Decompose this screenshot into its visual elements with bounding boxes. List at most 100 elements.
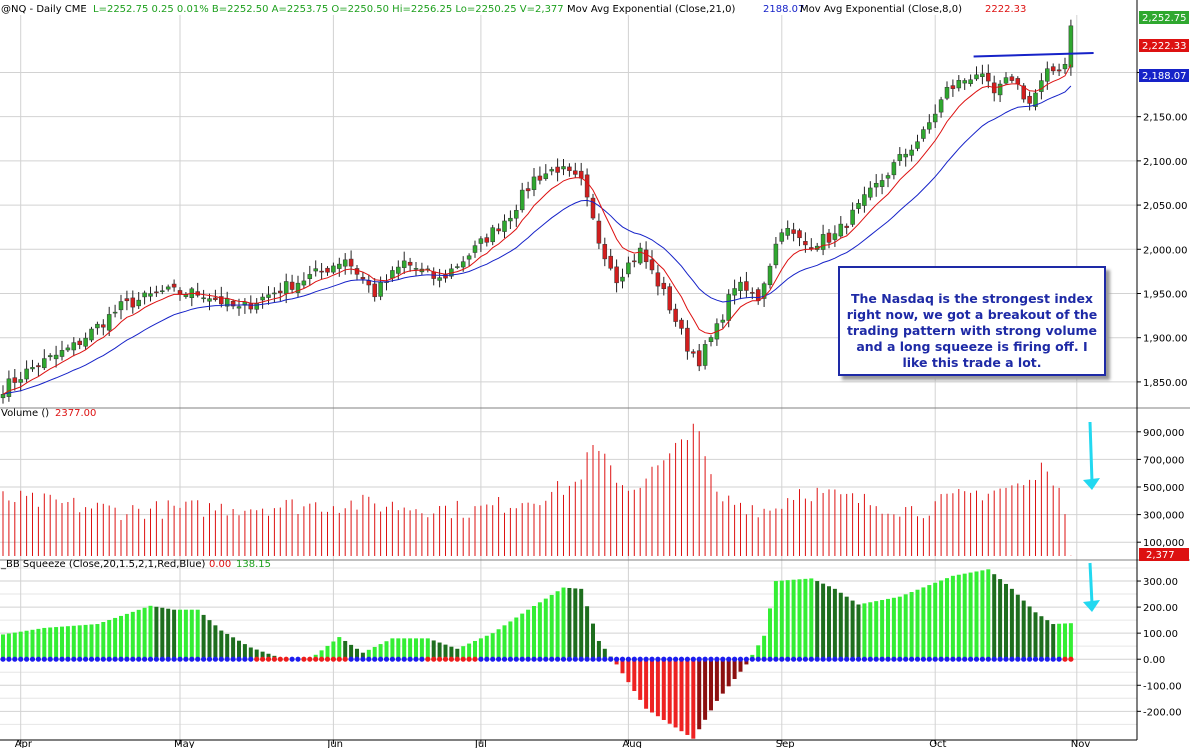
squeeze-dot-blue bbox=[944, 656, 950, 662]
squeeze-bar-positive bbox=[36, 628, 41, 660]
squeeze-bar-positive bbox=[1021, 600, 1026, 660]
volume-tag: 2,377 bbox=[1146, 550, 1175, 561]
squeeze-dot-blue bbox=[354, 656, 360, 662]
squeeze-dot-blue bbox=[773, 656, 779, 662]
candle-up bbox=[89, 328, 94, 341]
candle-up bbox=[761, 283, 767, 299]
candle-up bbox=[862, 194, 867, 206]
cyan-arrow-head bbox=[1083, 478, 1100, 490]
squeeze-bar-positive bbox=[12, 632, 17, 660]
candle-up bbox=[956, 80, 962, 89]
candle-down bbox=[407, 261, 413, 266]
squeeze-bar-positive bbox=[437, 642, 442, 660]
squeeze-bar-positive bbox=[443, 644, 448, 660]
squeeze-bar-positive bbox=[101, 622, 106, 660]
squeeze-bar-positive bbox=[130, 611, 135, 660]
candle-down bbox=[596, 220, 602, 244]
squeeze-dot-blue bbox=[625, 656, 632, 662]
candle-up bbox=[148, 293, 153, 297]
candle-up bbox=[997, 83, 1003, 96]
candle-down bbox=[679, 319, 684, 329]
volume-tag-box bbox=[1139, 548, 1189, 561]
squeeze-bar-positive bbox=[160, 607, 165, 660]
squeeze-bar-positive bbox=[773, 581, 778, 660]
squeeze-bar-positive bbox=[762, 635, 767, 660]
ema8-label: Mov Avg Exponential (Close,8,0) bbox=[800, 4, 962, 15]
candle-up bbox=[921, 129, 926, 139]
squeeze-dot-blue bbox=[566, 656, 573, 662]
squeeze-dot-blue bbox=[673, 656, 679, 662]
squeeze-bar-positive bbox=[1015, 594, 1020, 660]
squeeze-dot-blue bbox=[413, 656, 419, 662]
squeeze-tick-label: -200.00 bbox=[1143, 707, 1182, 718]
squeeze-dot-blue bbox=[183, 656, 189, 662]
annotation-text: The Nasdaq is the strongest index right … bbox=[846, 291, 1098, 370]
squeeze-dot-blue bbox=[938, 656, 944, 662]
month-tick-label: Sep bbox=[776, 739, 795, 748]
squeeze-dot-blue bbox=[549, 656, 555, 662]
squeeze-bar-positive bbox=[231, 637, 236, 660]
candle-down bbox=[354, 268, 360, 275]
squeeze-dot-red bbox=[1062, 656, 1068, 662]
squeeze-bar-positive bbox=[372, 646, 377, 660]
candle-down bbox=[130, 297, 136, 308]
squeeze-bar-positive bbox=[585, 606, 590, 660]
candle-down bbox=[348, 258, 354, 267]
candle-up bbox=[708, 337, 714, 342]
squeeze-bar-positive bbox=[520, 613, 525, 660]
squeeze-bar-positive bbox=[189, 609, 194, 660]
squeeze-bar-negative bbox=[738, 659, 743, 672]
squeeze-dot-blue bbox=[189, 656, 195, 662]
candle-up bbox=[283, 281, 289, 294]
squeeze-dot-blue bbox=[838, 656, 844, 662]
candle-up bbox=[980, 73, 985, 77]
squeeze-dot-blue bbox=[195, 656, 201, 662]
squeeze-bar-negative bbox=[620, 659, 625, 674]
squeeze-bar-positive bbox=[1039, 616, 1044, 660]
squeeze-bar-positive bbox=[54, 627, 59, 660]
candle-up bbox=[531, 176, 537, 190]
squeeze-dot-red bbox=[425, 656, 431, 662]
squeeze-dot-red bbox=[442, 656, 449, 662]
candle-up bbox=[508, 217, 513, 222]
candle-down bbox=[826, 232, 832, 243]
candle-down bbox=[803, 241, 808, 246]
squeeze-dot-blue bbox=[1015, 656, 1021, 662]
ema8-value: 2222.33 bbox=[985, 4, 1026, 15]
squeeze-dot-blue bbox=[378, 656, 384, 662]
squeeze-dot-blue bbox=[631, 656, 637, 662]
candle-up bbox=[1003, 77, 1009, 84]
squeeze-bar-negative bbox=[709, 659, 713, 711]
squeeze-dot-blue bbox=[130, 656, 136, 662]
squeeze-dot-blue bbox=[743, 656, 750, 662]
squeeze-bar-negative bbox=[720, 659, 725, 694]
squeeze-dot-blue bbox=[112, 656, 118, 662]
squeeze-bar-positive bbox=[154, 606, 159, 660]
squeeze-bar-positive bbox=[868, 602, 873, 660]
squeeze-dot-blue bbox=[791, 656, 797, 662]
squeeze-dot-red bbox=[277, 656, 283, 662]
squeeze-bar-positive bbox=[909, 592, 914, 660]
candle-up bbox=[932, 113, 938, 123]
squeeze-dot-blue bbox=[826, 656, 832, 662]
candle-up bbox=[142, 292, 147, 298]
squeeze-bar-positive bbox=[1057, 623, 1062, 660]
squeeze-bar-positive bbox=[1068, 623, 1073, 660]
annotation-box: The Nasdaq is the strongest index right … bbox=[838, 266, 1106, 376]
squeeze-dot-blue bbox=[142, 656, 148, 662]
price-tick-label: 1,900.00 bbox=[1143, 334, 1188, 345]
squeeze-dot-blue bbox=[643, 656, 649, 662]
squeeze-dot-blue bbox=[1044, 656, 1050, 662]
candle-up bbox=[112, 311, 118, 314]
squeeze-bar-positive bbox=[425, 638, 430, 660]
candle-down bbox=[584, 174, 590, 198]
squeeze-dot-blue bbox=[153, 656, 159, 662]
squeeze-bar-positive bbox=[815, 581, 820, 660]
squeeze-bar-positive bbox=[508, 621, 513, 660]
squeeze-dot-blue bbox=[802, 656, 809, 662]
candle-up bbox=[183, 294, 189, 297]
month-tick-label: Jun bbox=[326, 739, 343, 748]
candle-down bbox=[171, 283, 177, 288]
squeeze-bar-positive bbox=[266, 653, 271, 660]
squeeze-tick-label: 100.00 bbox=[1143, 629, 1178, 640]
